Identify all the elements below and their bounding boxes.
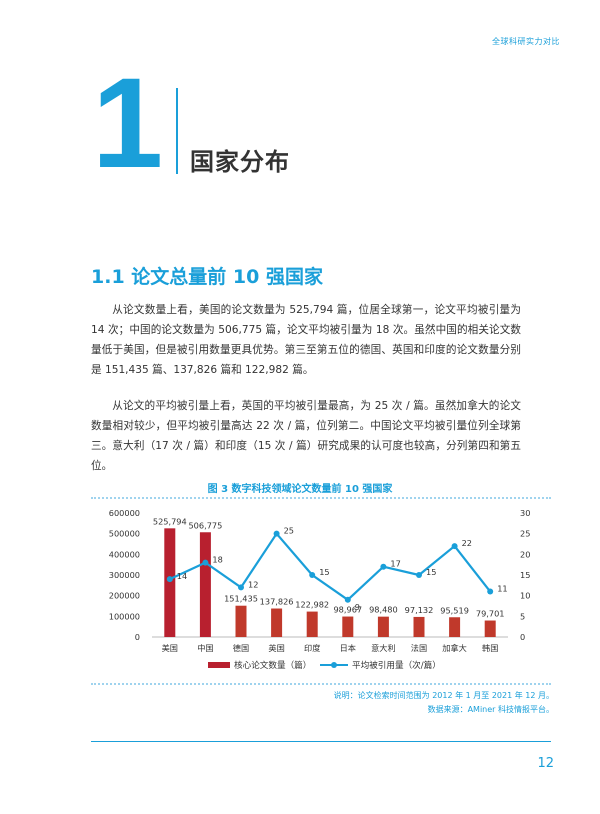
figure-note: 说明：论文检索时间范围为 2012 年 1 月至 2021 年 12 月。 (333, 691, 554, 700)
line-point (273, 530, 280, 537)
bar-value-label: 95,519 (440, 605, 469, 615)
y-left-tick-label: 500000 (109, 529, 140, 539)
bar (377, 616, 389, 637)
line-point (238, 584, 244, 591)
line-point (344, 596, 351, 603)
footer-divider (91, 741, 551, 742)
y-right-tick-label: 30 (520, 508, 530, 518)
line-point (451, 543, 458, 550)
chapter-divider (176, 88, 178, 174)
bar (413, 616, 425, 637)
category-label: 德国 (233, 643, 249, 653)
line-value-label: 15 (426, 567, 436, 577)
figure-source: 数据来源：AMiner 科技情报平台。 (427, 705, 554, 714)
category-label: 韩国 (482, 643, 498, 653)
paragraph-1: 从论文数量上看，美国的论文数量为 525,794 篇，位居全球第一，论文平均被引… (91, 304, 521, 376)
line-value-label: 18 (212, 555, 222, 565)
category-label: 加拿大 (442, 643, 467, 653)
bar-value-label: 151,435 (224, 594, 258, 604)
y-right-tick-label: 5 (520, 611, 525, 621)
body-text: 从论文数量上看，美国的论文数量为 525,794 篇，位居全球第一，论文平均被引… (91, 300, 521, 380)
y-left-tick-label: 600000 (109, 508, 140, 518)
bar (199, 532, 211, 637)
line-value-label: 14 (177, 571, 187, 581)
legend-line-marker (331, 662, 337, 668)
category-label: 美国 (162, 643, 178, 653)
category-label: 印度 (304, 643, 320, 653)
y-left-tick-label: 0 (135, 632, 140, 642)
figure-title: 图 3 数字科技领域论文数量前 10 强国家 (207, 484, 393, 495)
y-left-tick-label: 100000 (109, 611, 140, 621)
line-value-label: 25 (284, 526, 294, 536)
combo-chart: 0 100000 200000 300000 400000 500000 600000 0 5 1… (109, 508, 531, 671)
line-value-label: 9 (355, 602, 360, 612)
y-right-tick-label: 10 (520, 591, 530, 601)
bar (164, 528, 176, 637)
category-label: 意大利 (371, 643, 396, 653)
legend-bar-swatch (208, 662, 230, 668)
line-value-label: 17 (390, 559, 400, 569)
bar-value-label: 97,132 (405, 605, 434, 615)
line-point (202, 559, 209, 566)
figure-top-divider (91, 497, 551, 499)
bar (306, 611, 318, 637)
section-title: 1.1 论文总量前 10 强国家 (91, 266, 323, 288)
figure-bottom-divider (91, 683, 551, 685)
paragraph-2: 从论文的平均被引量上看，英国的平均被引量最高，为 25 次 / 篇。虽然加拿大的… (91, 400, 521, 472)
line-point (416, 572, 422, 578)
legend-bar-label: 核心论文数量（篇） (234, 659, 311, 671)
y-left-tick-label: 400000 (109, 549, 140, 559)
line-value-label: 11 (497, 584, 507, 594)
line-value-label: 22 (462, 538, 472, 548)
bar-value-label: 98,480 (369, 605, 398, 615)
y-left-tick-label: 200000 (109, 591, 140, 601)
bar-value-label: 79,701 (476, 609, 505, 619)
y-right-tick-label: 25 (520, 529, 530, 539)
line-point (309, 572, 316, 578)
running-header: 全球科研实力对比 (492, 37, 560, 46)
category-label: 日本 (340, 643, 356, 653)
line-point (380, 563, 387, 570)
citation-line (169, 531, 492, 602)
y-right-tick-label: 20 (520, 549, 530, 559)
chapter-number: 1 (92, 52, 164, 195)
bar-value-label: 506,775 (188, 520, 222, 530)
y-right-tick-label: 0 (520, 632, 525, 642)
bar-value-label: 525,794 (153, 516, 187, 526)
legend-line-label: 平均被引用量（次/篇） (352, 659, 441, 671)
y-right-tick-label: 15 (520, 570, 530, 580)
y-left-tick-label: 300000 (109, 570, 140, 580)
chapter-title: 国家分布 (190, 148, 290, 176)
line-value-label: 12 (248, 579, 258, 589)
line-point (166, 576, 173, 583)
body-text-2: 从论文的平均被引量上看，英国的平均被引量最高，为 25 次 / 篇。虽然加拿大的… (91, 396, 521, 476)
bar-value-label: 122,982 (295, 600, 329, 610)
category-label: 法国 (411, 643, 427, 653)
page-number: 12 (537, 756, 554, 771)
category-label: 中国 (197, 643, 213, 653)
bar (271, 608, 283, 637)
line-value-label: 15 (319, 567, 329, 577)
bar (484, 620, 496, 637)
bar (449, 617, 461, 637)
bar (235, 605, 247, 637)
bar-value-label: 137,826 (260, 597, 294, 607)
line-point (487, 588, 494, 595)
category-label: 英国 (268, 643, 284, 653)
bar-value-label: 98,967 (333, 605, 362, 615)
bar (342, 616, 354, 637)
